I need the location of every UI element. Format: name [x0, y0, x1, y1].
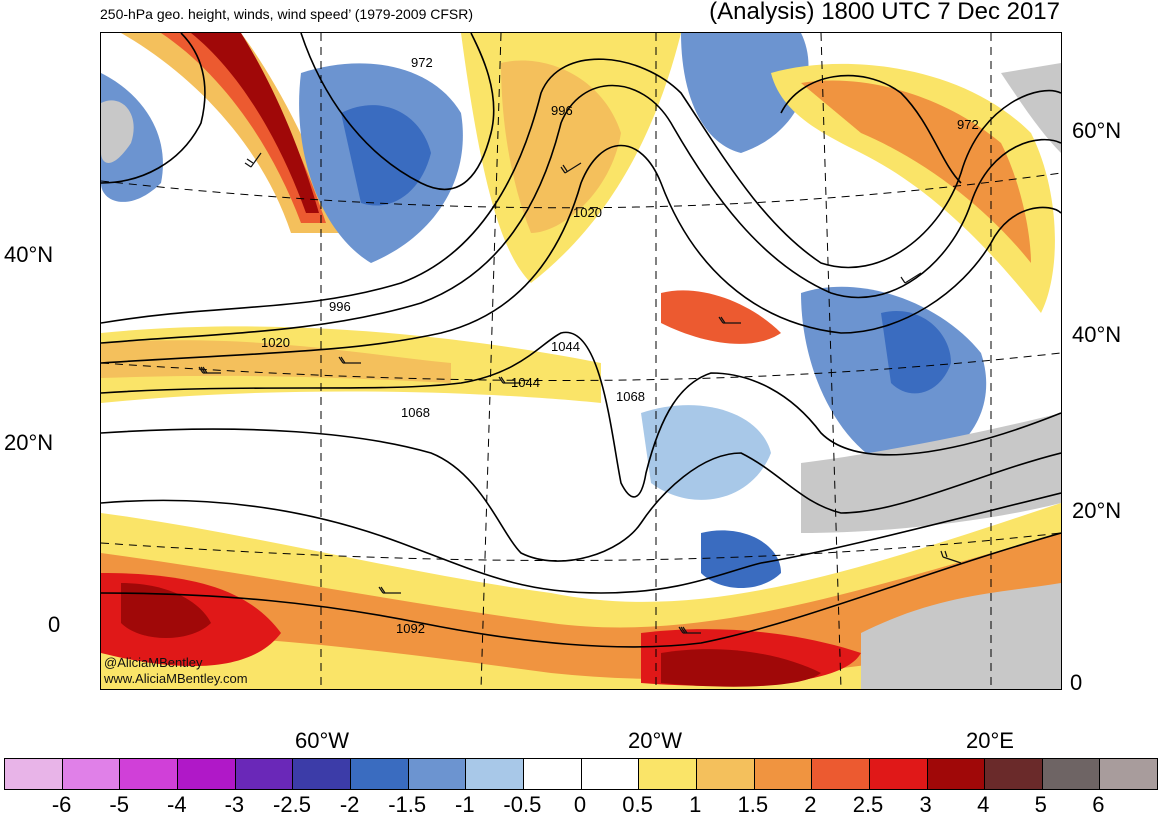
anomaly-shading — [101, 33, 1061, 689]
credit-handle: @AliciaMBentley — [104, 655, 202, 670]
colorbar-swatch — [755, 759, 813, 789]
colorbar-tick-label: -1.5 — [388, 792, 426, 818]
colorbar-tick-label: -2 — [340, 792, 360, 818]
colorbar-swatch — [870, 759, 928, 789]
contour-label: 1044 — [551, 339, 580, 354]
colorbar-tick-label: -4 — [167, 792, 187, 818]
colorbar-swatch — [582, 759, 640, 789]
contour-label: 972 — [411, 55, 433, 70]
colorbar-tick-label: -3 — [225, 792, 245, 818]
contour-label: 1068 — [401, 405, 430, 420]
colorbar-swatch — [1043, 759, 1101, 789]
colorbar-swatch — [5, 759, 63, 789]
colorbar-tick-label: 1.5 — [738, 792, 769, 818]
colorbar-swatch — [293, 759, 351, 789]
lat-label-left-40n: 40°N — [4, 242, 53, 268]
colorbar-tick-label: 6 — [1092, 792, 1104, 818]
colorbar-swatch — [928, 759, 986, 789]
colorbar-tick-label: 1 — [689, 792, 701, 818]
lat-label-right-20n: 20°N — [1072, 498, 1121, 524]
colorbar-tick-label: -1 — [455, 792, 475, 818]
lat-label-right-40n: 40°N — [1072, 322, 1121, 348]
chart-title-left: 250-hPa geo. height, winds, wind speed’ … — [100, 6, 473, 22]
colorbar-swatch — [697, 759, 755, 789]
lon-label-20w: 20°W — [628, 728, 682, 754]
colorbar-swatch — [524, 759, 582, 789]
chart-title-right: (Analysis) 1800 UTC 7 Dec 2017 — [709, 0, 1060, 26]
lat-label-right-0: 0 — [1070, 670, 1082, 696]
colorbar-tick-label: -6 — [52, 792, 72, 818]
colorbar-swatch — [985, 759, 1043, 789]
colorbar-tick-label: 5 — [1035, 792, 1047, 818]
map-canvas: 972 996 1020 996 1020 1044 1044 1068 106… — [101, 33, 1061, 689]
colorbar-tick-label: -0.5 — [503, 792, 541, 818]
contour-label: 996 — [329, 299, 351, 314]
colorbar-swatch — [351, 759, 409, 789]
colorbar-swatch — [178, 759, 236, 789]
contour-label: 972 — [957, 117, 979, 132]
colorbar-swatch — [639, 759, 697, 789]
contour-label: 1092 — [396, 621, 425, 636]
colorbar-swatch — [1100, 759, 1157, 789]
colorbar-swatch — [812, 759, 870, 789]
colorbar-swatch — [236, 759, 294, 789]
colorbar-tick-label: -5 — [109, 792, 129, 818]
map-panel: 972 996 1020 996 1020 1044 1044 1068 106… — [100, 32, 1062, 690]
colorbar-swatch — [120, 759, 178, 789]
lon-label-60w: 60°W — [295, 728, 349, 754]
lon-label-20e: 20°E — [966, 728, 1014, 754]
contour-label: 1020 — [573, 205, 602, 220]
colorbar-swatch — [466, 759, 524, 789]
credit-website: www.AliciaMBentley.com — [104, 671, 248, 686]
colorbar-tick-label: 3 — [919, 792, 931, 818]
lat-label-left-20n: 20°N — [4, 430, 53, 456]
colorbar-tick-label: -2.5 — [273, 792, 311, 818]
contour-label: 1044 — [511, 375, 540, 390]
colorbar-tick-label: 0 — [574, 792, 586, 818]
colorbar-tick-label: 2.5 — [853, 792, 884, 818]
colorbar-tick-label: 4 — [977, 792, 989, 818]
colorbar-tick-label: 0.5 — [622, 792, 653, 818]
colorbar-tick-label: 2 — [804, 792, 816, 818]
colorbar-swatch — [409, 759, 467, 789]
lat-label-right-60n: 60°N — [1072, 118, 1121, 144]
colorbar-swatch — [63, 759, 121, 789]
contour-label: 1068 — [616, 389, 645, 404]
colorbar — [4, 758, 1158, 790]
contour-label: 1020 — [261, 335, 290, 350]
lat-label-left-0: 0 — [48, 612, 60, 638]
contour-label: 996 — [551, 103, 573, 118]
